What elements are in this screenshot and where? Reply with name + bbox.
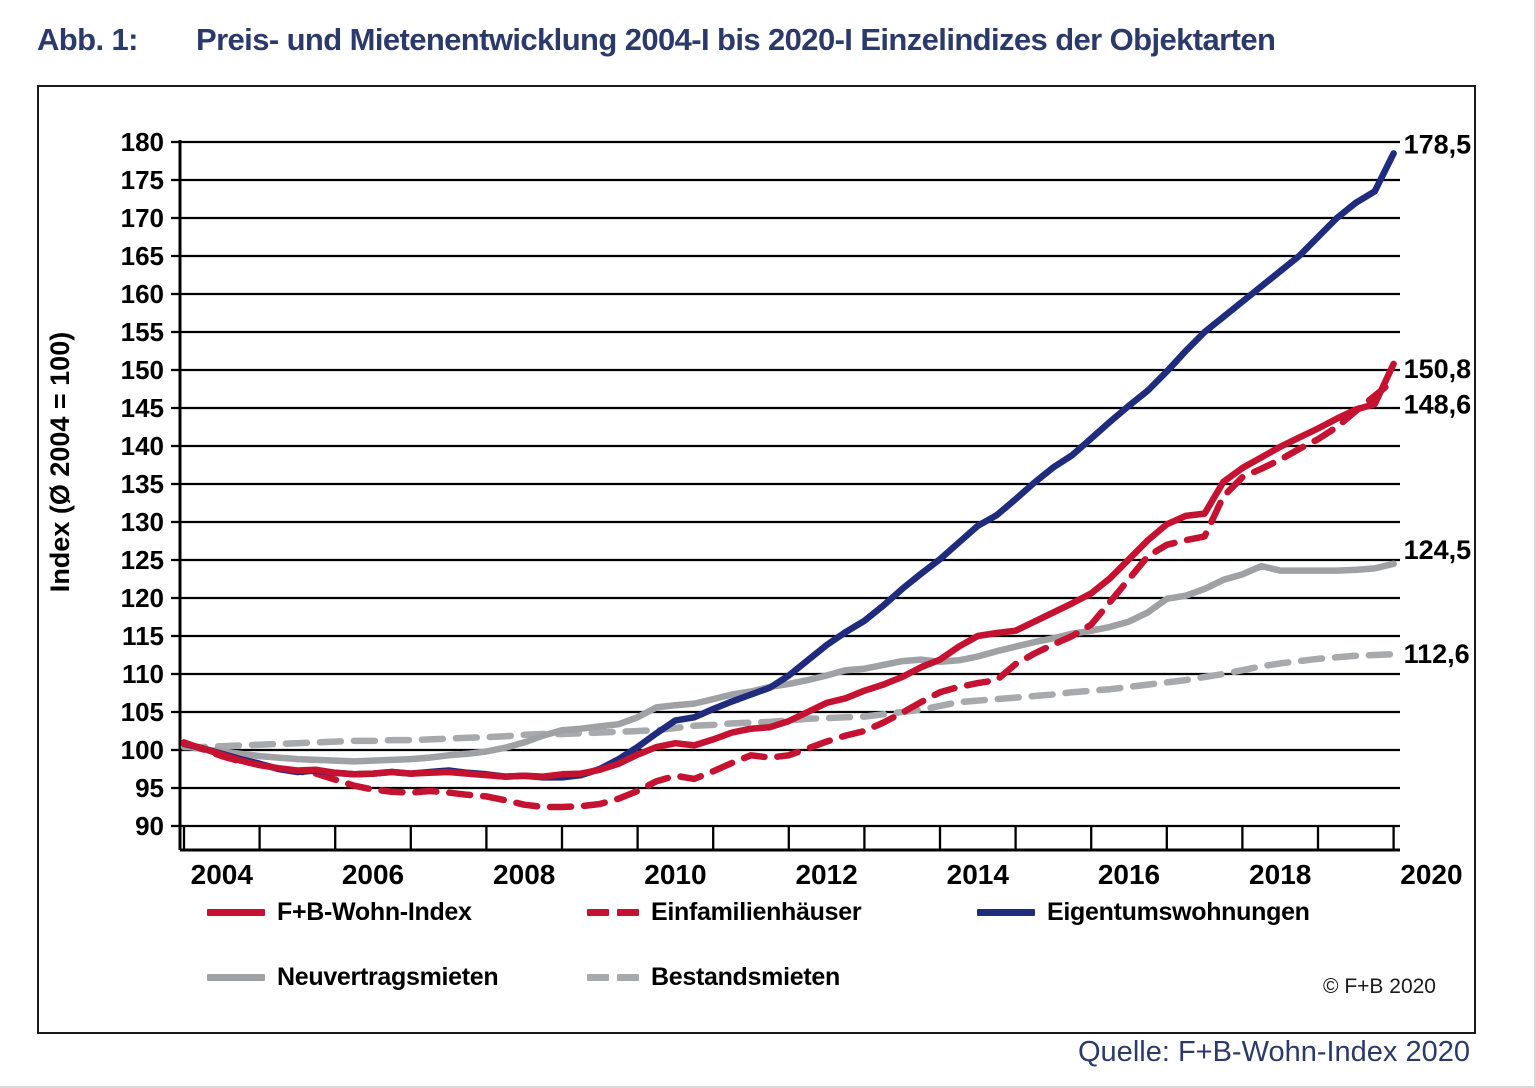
y-tick-label: 150	[121, 355, 164, 385]
legend-label: Neuvertragsmieten	[277, 962, 499, 991]
bestandsmieten-line-swatch	[587, 973, 639, 981]
figure-number: Abb. 1:	[37, 22, 138, 57]
x-tick-label: 2010	[644, 859, 706, 890]
legend-item-bestandsmieten: Bestandsmieten	[587, 962, 840, 992]
chart-frame: 90 95 100 105 110 115 120 125 130 135 140 145 150 155…	[37, 85, 1476, 1034]
einfamilienhaeuser-line-swatch	[587, 908, 639, 916]
legend-label: Bestandsmieten	[651, 962, 840, 991]
legend-label: Einfamilienhäuser	[651, 897, 862, 926]
x-tick-label: 2004	[191, 859, 254, 890]
y-tick-label: 110	[122, 659, 164, 689]
y-tick-label: 145	[121, 393, 164, 423]
copyright-note: © F+B 2020	[1323, 975, 1436, 998]
neuvertragsmieten-line-swatch	[207, 973, 265, 981]
y-tick-label: 140	[121, 431, 164, 461]
x-tick-label: 2016	[1098, 859, 1160, 890]
y-axis-tick-labels: 90 95 100 105 110 115 120 125 130 135 140 145 150 155…	[121, 127, 164, 841]
end-label-bestandsmieten: 112,6	[1404, 639, 1470, 669]
y-tick-label: 135	[121, 469, 164, 499]
y-tick-label: 165	[121, 241, 164, 271]
y-tick-label: 170	[121, 203, 164, 233]
y-axis-title: Index (Ø 2004 = 100)	[45, 332, 75, 592]
end-label-einfamilienhaeuser: 148,6	[1404, 390, 1472, 420]
line-neuvertragsmieten	[180, 560, 1397, 765]
legend-item-eigentumswohnungen: Eigentumswohnungen	[977, 897, 1310, 927]
line-einfamilienhaeuser	[180, 377, 1397, 811]
line-fb-wohn-index	[180, 360, 1397, 780]
eigentumswohnungen-line-swatch	[977, 908, 1035, 916]
source-note: Quelle: F+B-Wohn-Index 2020	[1078, 1036, 1470, 1068]
legend-item-einfamilienhaeuser: Einfamilienhäuser	[587, 897, 862, 927]
fb-wohn-index-line-swatch	[207, 908, 265, 916]
y-tick-label: 95	[135, 773, 164, 803]
x-tick-label: 2012	[795, 859, 857, 890]
y-tick-label: 100	[121, 735, 164, 765]
figure-title: Preis- und Mietenentwicklung 2004-I bis …	[196, 22, 1276, 57]
y-tick-label: 175	[121, 165, 164, 195]
line-chart: 90 95 100 105 110 115 120 125 130 135 140 145 150 155…	[45, 127, 1472, 890]
y-tick-label: 90	[135, 811, 164, 841]
end-label-eigentumswohnungen: 178,5	[1404, 129, 1472, 159]
gridlines	[180, 140, 1400, 828]
y-tick-label: 160	[121, 279, 164, 309]
y-tick-label: 115	[122, 621, 164, 651]
y-tick-label: 155	[121, 317, 164, 347]
end-label-fb-wohn-index: 150,8	[1404, 354, 1472, 384]
y-tick-label: 105	[121, 697, 164, 727]
legend-item-fb-wohn-index: F+B-Wohn-Index	[207, 897, 472, 927]
legend-label: Eigentumswohnungen	[1047, 897, 1310, 926]
end-label-neuvertragsmieten: 124,5	[1404, 535, 1472, 565]
y-tick-label: 125	[121, 545, 164, 575]
legend-label: F+B-Wohn-Index	[277, 897, 472, 926]
y-tick-label: 120	[121, 583, 164, 613]
y-tick-label: 180	[121, 127, 164, 157]
legend-item-neuvertragsmieten: Neuvertragsmieten	[207, 962, 499, 992]
series-lines	[180, 150, 1397, 811]
line-bestandsmieten	[180, 650, 1397, 751]
x-tick-label: 2014	[947, 859, 1010, 890]
y-tick-label: 130	[121, 507, 164, 537]
x-axis-tick-labels: 2004 2006 2008 2010 2012 2014 2016 2018 2020	[191, 859, 1463, 890]
axes	[178, 140, 1400, 852]
end-value-labels: 150,8 148,6 178,5 124,5 112,6	[1404, 129, 1472, 669]
x-tick-label: 2008	[493, 859, 555, 890]
x-tick-label: 2006	[342, 859, 404, 890]
x-tick-label: 2018	[1249, 859, 1311, 890]
x-tick-label: 2020	[1400, 859, 1462, 890]
